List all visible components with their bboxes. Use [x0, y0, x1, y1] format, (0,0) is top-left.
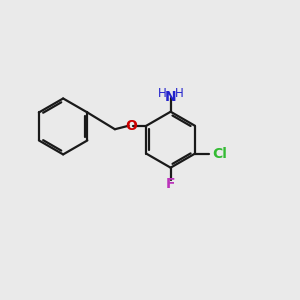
Text: H: H — [158, 87, 167, 100]
Text: O: O — [125, 119, 137, 133]
Text: H: H — [175, 87, 183, 100]
Text: Cl: Cl — [212, 147, 227, 161]
Text: N: N — [165, 90, 176, 104]
Text: F: F — [166, 177, 175, 191]
